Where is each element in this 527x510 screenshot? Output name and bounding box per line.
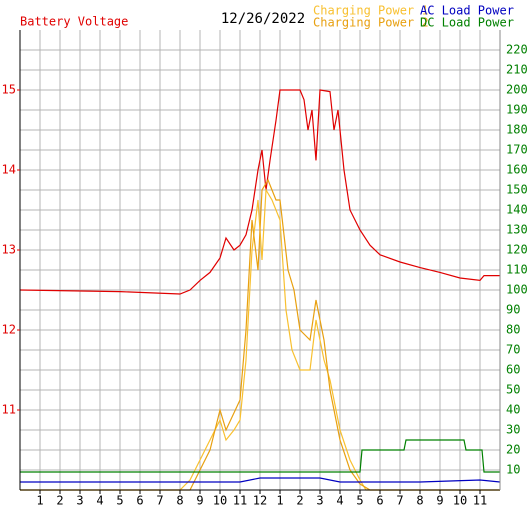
y2-tick-label: 100 bbox=[506, 283, 527, 297]
y2-tick-label: 60 bbox=[506, 363, 520, 377]
x-tick-label: 9 bbox=[196, 494, 203, 508]
y2-tick-label: 120 bbox=[506, 243, 527, 257]
y2-tick-label: 40 bbox=[506, 403, 520, 417]
legend-entry: Charging Power 2 bbox=[313, 16, 429, 30]
y2-tick-label: 220 bbox=[506, 43, 527, 57]
x-tick-label: 1 bbox=[36, 494, 43, 508]
y2-tick-label: 170 bbox=[506, 143, 527, 157]
y2-tick-label: 70 bbox=[506, 343, 520, 357]
y2-tick-label: 50 bbox=[506, 383, 520, 397]
y-tick-label: 11 bbox=[2, 403, 16, 417]
chart-title: 12/26/2022 bbox=[221, 11, 305, 27]
y2-tick-label: 190 bbox=[506, 103, 527, 117]
x-tick-label: 8 bbox=[416, 494, 423, 508]
x-tick-label: 7 bbox=[156, 494, 163, 508]
x-tick-label: 8 bbox=[176, 494, 183, 508]
x-tick-label: 6 bbox=[136, 494, 143, 508]
x-tick-label: 11 bbox=[233, 494, 247, 508]
y2-tick-label: 130 bbox=[506, 223, 527, 237]
y-tick-label: 13 bbox=[2, 243, 16, 257]
x-tick-label: 12 bbox=[253, 494, 267, 508]
y2-tick-label: 140 bbox=[506, 203, 527, 217]
x-tick-label: 5 bbox=[116, 494, 123, 508]
y2-tick-label: 180 bbox=[506, 123, 527, 137]
plot bbox=[19, 89, 501, 491]
x-tick-label: 6 bbox=[376, 494, 383, 508]
x-tick-label: 2 bbox=[296, 494, 303, 508]
y2-tick-label: 80 bbox=[506, 323, 520, 337]
series-line bbox=[20, 178, 500, 491]
y2-tick-label: 30 bbox=[506, 423, 520, 437]
y2-tick-label: 90 bbox=[506, 303, 520, 317]
x-tick-label: 7 bbox=[396, 494, 403, 508]
series-line bbox=[20, 477, 501, 483]
x-tick-label: 1 bbox=[276, 494, 283, 508]
x-tick-label: 2 bbox=[56, 494, 63, 508]
x-tick-label: 10 bbox=[453, 494, 467, 508]
y2-tick-label: 210 bbox=[506, 63, 527, 77]
y-tick-label: 15 bbox=[2, 83, 16, 97]
legend-entry: DC Load Power bbox=[420, 16, 514, 30]
legend-entry: AC Load Power bbox=[420, 4, 514, 18]
y2-tick-label: 110 bbox=[506, 263, 527, 277]
legend-entry: Charging Power 1 bbox=[313, 4, 429, 18]
x-tick-label: 5 bbox=[356, 494, 363, 508]
y2-tick-label: 200 bbox=[506, 83, 527, 97]
legend-entry: Battery Voltage bbox=[20, 15, 128, 29]
x-tick-label: 3 bbox=[76, 494, 83, 508]
y-tick-label: 12 bbox=[2, 323, 16, 337]
x-tick-label: 4 bbox=[96, 494, 103, 508]
series-line bbox=[19, 89, 500, 295]
series-line bbox=[20, 439, 500, 473]
x-tick-label: 9 bbox=[436, 494, 443, 508]
y-tick-label: 14 bbox=[2, 163, 16, 177]
x-tick-label: 11 bbox=[473, 494, 487, 508]
y2-tick-label: 20 bbox=[506, 443, 520, 457]
x-tick-label: 10 bbox=[213, 494, 227, 508]
y2-tick-label: 160 bbox=[506, 163, 527, 177]
x-tick-label: 4 bbox=[336, 494, 343, 508]
grid bbox=[20, 30, 500, 490]
x-tick-label: 3 bbox=[316, 494, 323, 508]
y2-tick-label: 10 bbox=[506, 463, 520, 477]
y2-tick-label: 150 bbox=[506, 183, 527, 197]
